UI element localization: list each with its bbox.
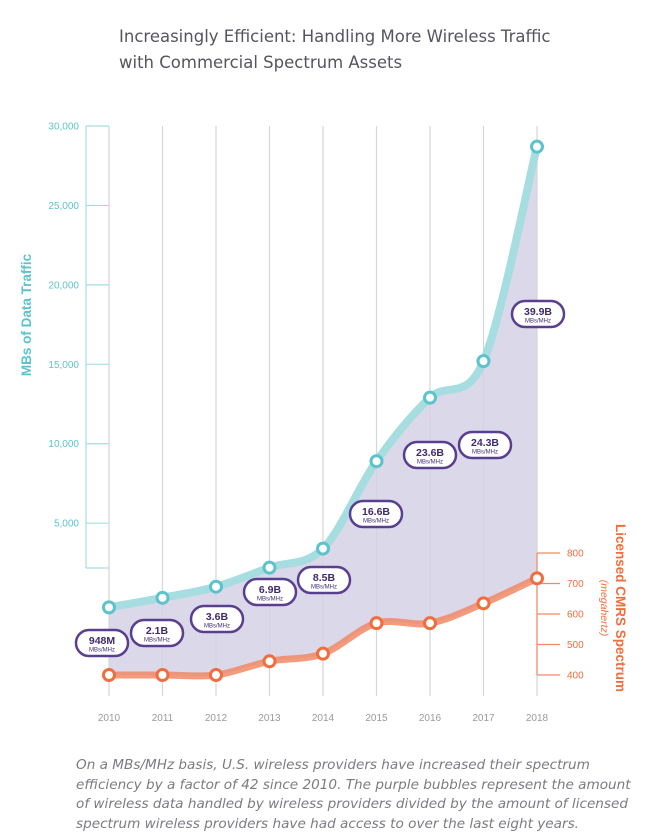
spectrum-point-2014 xyxy=(316,646,330,661)
efficiency-bubble-shape xyxy=(510,299,566,329)
traffic-point-2010 xyxy=(102,600,116,615)
left-axis-label: MBs of Data Traffic xyxy=(19,253,34,376)
left-axis-tick-label: 10,000 xyxy=(48,439,79,450)
efficiency-bubble-unit: MBs/MHz xyxy=(311,585,337,591)
left-axis-tick-label: 5,000 xyxy=(54,519,79,530)
efficiency-bubble-unit: MBs/MHz xyxy=(257,597,283,603)
x-tick-label: 2011 xyxy=(152,713,174,724)
efficiency-bubble-shape xyxy=(348,499,404,529)
efficiency-bubble-value: 6.9B xyxy=(259,584,282,596)
efficiency-bubble-unit: MBs/MHz xyxy=(204,624,230,630)
right-axis-tick-label: 500 xyxy=(567,640,584,651)
left-axis-tick-label: 15,000 xyxy=(48,360,79,371)
x-tick-label: 2015 xyxy=(365,713,388,724)
x-tick-label: 2014 xyxy=(312,713,335,724)
spectrum-point-2010 xyxy=(102,668,116,682)
x-tick-label: 2016 xyxy=(419,713,442,724)
x-tick-label: 2017 xyxy=(472,713,495,724)
spectrum-point-2017 xyxy=(476,596,491,611)
spectrum-point-2016 xyxy=(423,616,437,631)
efficiency-area xyxy=(109,146,537,677)
caption-line-3: of wireless data handled by wireless pro… xyxy=(76,796,628,812)
efficiency-bubble-value: 39.9B xyxy=(524,306,552,318)
traffic-point-2014 xyxy=(316,541,330,556)
left-axis-tick-label: 30,000 xyxy=(48,122,79,133)
efficiency-bubble-unit: MBs/MHz xyxy=(363,519,389,525)
efficiency-bubble-value: 948M xyxy=(89,635,116,647)
caption-line-4: spectrum wireless providers have had acc… xyxy=(76,815,579,832)
efficiency-bubble-value: 23.6B xyxy=(416,447,444,459)
efficiency-bubble-unit: MBs/MHz xyxy=(144,638,170,644)
efficiency-bubble-shape xyxy=(402,440,458,470)
traffic-point-2016 xyxy=(423,390,437,405)
right-axis-tick-label: 400 xyxy=(567,671,584,682)
right-axis-tick-label: 700 xyxy=(567,579,584,590)
traffic-point-2017 xyxy=(476,354,491,369)
efficiency-bubble-value: 3.6B xyxy=(206,611,229,623)
efficiency-bubble-shape xyxy=(129,618,185,648)
x-tick-label: 2010 xyxy=(98,713,121,724)
chart-caption: On a MBs/MHz basis, U.S. wireless provid… xyxy=(76,756,631,834)
spectrum-point-2018 xyxy=(530,571,544,586)
spectrum-point-2015 xyxy=(369,616,384,631)
chart-title-line-2: with Commercial Spectrum Assets xyxy=(119,53,403,72)
efficiency-bubble-shape xyxy=(74,628,130,658)
efficiency-bubble-shape xyxy=(189,604,245,634)
spectrum-point-2011 xyxy=(155,668,170,682)
right-axis-sublabel: (megahertz) xyxy=(598,580,610,637)
efficiency-bubble-value: 8.5B xyxy=(313,572,336,584)
efficiency-bubble-value: 24.3B xyxy=(471,437,499,449)
traffic-point-2018 xyxy=(530,139,544,154)
left-axis-tick-label: 25,000 xyxy=(48,201,79,212)
traffic-point-2012 xyxy=(209,579,223,594)
traffic-point-2015 xyxy=(369,454,384,469)
chart-title-line-1: Increasingly Efficient: Handling More Wi… xyxy=(119,27,551,46)
chart-title: Increasingly Efficient: Handling More Wi… xyxy=(119,24,579,76)
caption-line-1: On a MBs/MHz basis, U.S. wireless provid… xyxy=(76,757,590,773)
left-axis-tick-label: 20,000 xyxy=(48,280,79,291)
right-axis-tick-label: 800 xyxy=(567,549,584,560)
spectrum-point-2013 xyxy=(262,654,277,669)
traffic-point-2013 xyxy=(262,560,277,575)
efficiency-bubble-unit: MBs/MHz xyxy=(417,460,443,466)
chart: 5,000 10,000 15,000 20,000 25,000 30,000 MBs o… xyxy=(19,122,628,725)
x-tick-label: 2013 xyxy=(258,713,281,724)
efficiency-bubble-shape xyxy=(457,430,513,460)
caption-line-2: efficiency by a factor of 42 since 2010.… xyxy=(76,776,631,793)
right-axis-label: Licensed CMRS Spectrum xyxy=(613,524,628,692)
efficiency-bubble-shape xyxy=(242,577,298,607)
x-tick-label: 2012 xyxy=(205,713,228,724)
right-axis-tick-label: 600 xyxy=(567,610,584,621)
x-tick-label: 2018 xyxy=(526,713,549,724)
efficiency-bubble-unit: MBs/MHz xyxy=(472,450,498,456)
efficiency-bubble-unit: MBs/MHz xyxy=(525,319,551,325)
efficiency-bubble-shape xyxy=(296,565,352,595)
spectrum-point-2012 xyxy=(209,668,223,682)
efficiency-bubble-value: 2.1B xyxy=(146,625,169,637)
traffic-point-2011 xyxy=(155,590,170,605)
efficiency-bubble-unit: MBs/MHz xyxy=(89,648,115,654)
efficiency-bubble-value: 16.6B xyxy=(362,506,390,518)
